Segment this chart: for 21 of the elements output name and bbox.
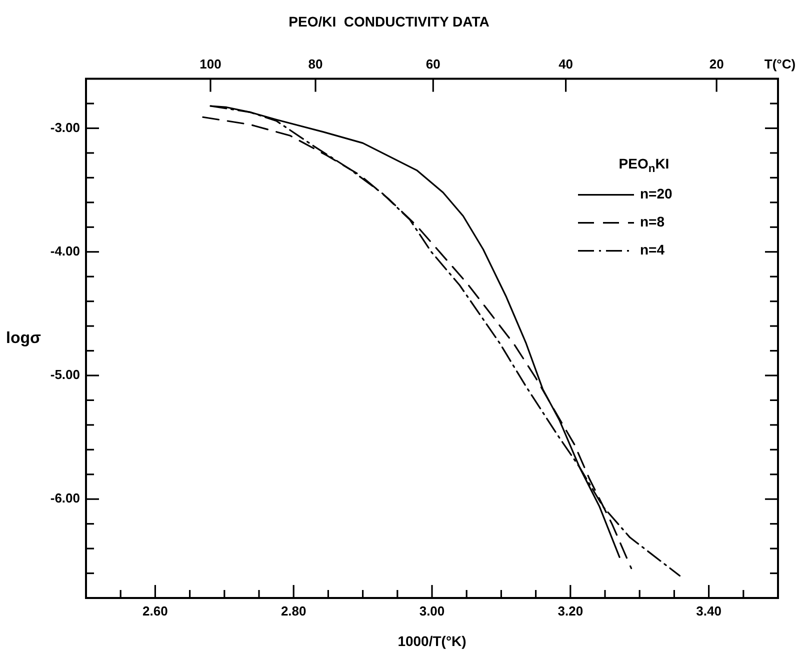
x-tick-label: 2.80: [280, 603, 306, 618]
x-axis-title: 1000/T(°K): [398, 632, 466, 649]
y-tick-label: -5.00: [50, 367, 80, 382]
y-tick-label: -3.00: [50, 120, 80, 135]
y-axis-title: logσ: [6, 330, 41, 347]
legend-label: n=8: [640, 214, 665, 230]
x-tick-label: 2.60: [142, 603, 168, 618]
x2-axis-title: T(°C): [764, 56, 796, 72]
legend-label: n=4: [640, 242, 665, 258]
text: 80: [308, 56, 323, 72]
text: 100: [200, 56, 222, 72]
y-tick-label: -4.00: [50, 243, 80, 258]
x-tick-label: 3.40: [696, 603, 722, 618]
text: 20: [709, 56, 724, 72]
x-tick-label: 3.00: [419, 603, 445, 618]
text: 60: [426, 56, 440, 72]
text: 40: [558, 56, 574, 72]
chart-title: PEO/KI CONDUCTIVITY DATA: [288, 13, 490, 30]
y-tick-label: -6.00: [50, 490, 80, 506]
x-tick-label: 3.20: [558, 603, 584, 618]
legend-label: n=20: [640, 186, 673, 202]
